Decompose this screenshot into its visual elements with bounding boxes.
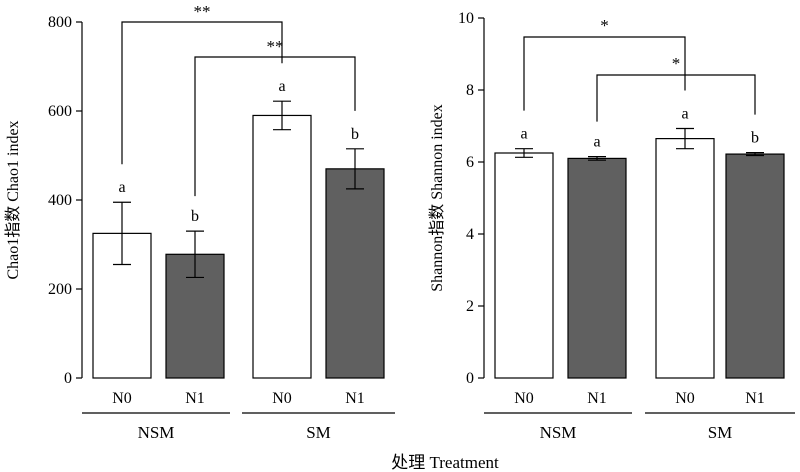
y-tick-label: 800 <box>48 14 72 31</box>
y-tick-label: 600 <box>48 103 72 120</box>
significance-letter: a <box>681 106 688 123</box>
significance-stars: ** <box>267 37 284 56</box>
group-label: NSM <box>540 423 577 442</box>
significance-letter: a <box>593 134 600 151</box>
chao1-chart: 0 200 400 600 800 Chao1指数 Chao1 index a N0 b N1 a N… <box>4 2 395 442</box>
y-tick-label: 200 <box>48 281 72 298</box>
shannon-chart: 0 2 4 6 8 10 Shannon指数 Shannon index a N0 a N1 a N0 b… <box>428 10 795 442</box>
x-tick-label: N0 <box>675 390 695 407</box>
x-tick-label: N1 <box>587 390 607 407</box>
significance-letter: a <box>278 78 285 95</box>
group-label: NSM <box>138 423 175 442</box>
y-tick-label: 4 <box>466 226 474 243</box>
significance-stars: * <box>672 54 681 73</box>
significance-stars: ** <box>194 2 211 21</box>
y-tick-label: 2 <box>466 298 474 315</box>
y-tick-label: 0 <box>64 370 72 387</box>
x-tick-label: N1 <box>185 390 205 407</box>
significance-stars: * <box>600 16 609 35</box>
bar <box>325 168 385 379</box>
x-tick-label: N1 <box>345 390 365 407</box>
group-label: SM <box>708 423 733 442</box>
y-tick-label: 8 <box>466 82 474 99</box>
y-tick-label: 10 <box>458 10 474 27</box>
significance-letter: a <box>118 179 125 196</box>
significance-letter: a <box>520 126 527 143</box>
y-axis-title: Shannon指数 Shannon index <box>428 104 446 292</box>
significance-bracket <box>194 56 356 197</box>
bar <box>567 157 627 379</box>
x-tick-label: N1 <box>745 390 765 407</box>
group-label: SM <box>306 423 331 442</box>
bar <box>494 152 554 379</box>
y-tick-label: 6 <box>466 154 474 171</box>
significance-letter: b <box>191 208 199 225</box>
significance-letter: b <box>351 126 359 143</box>
x-tick-label: N0 <box>112 390 132 407</box>
y-axis-title: Chao1指数 Chao1 index <box>4 120 22 279</box>
shared-x-axis-title: 处理 Treatment <box>391 453 499 472</box>
x-tick-label: N0 <box>272 390 292 407</box>
bar <box>655 138 715 379</box>
significance-letter: b <box>751 130 759 147</box>
bar <box>252 114 312 379</box>
significance-bracket <box>523 36 686 111</box>
y-tick-label: 400 <box>48 192 72 209</box>
bar <box>725 153 785 379</box>
significance-bracket <box>121 21 283 165</box>
significance-bracket <box>596 74 756 122</box>
y-tick-label: 0 <box>466 370 474 387</box>
x-tick-label: N0 <box>514 390 534 407</box>
